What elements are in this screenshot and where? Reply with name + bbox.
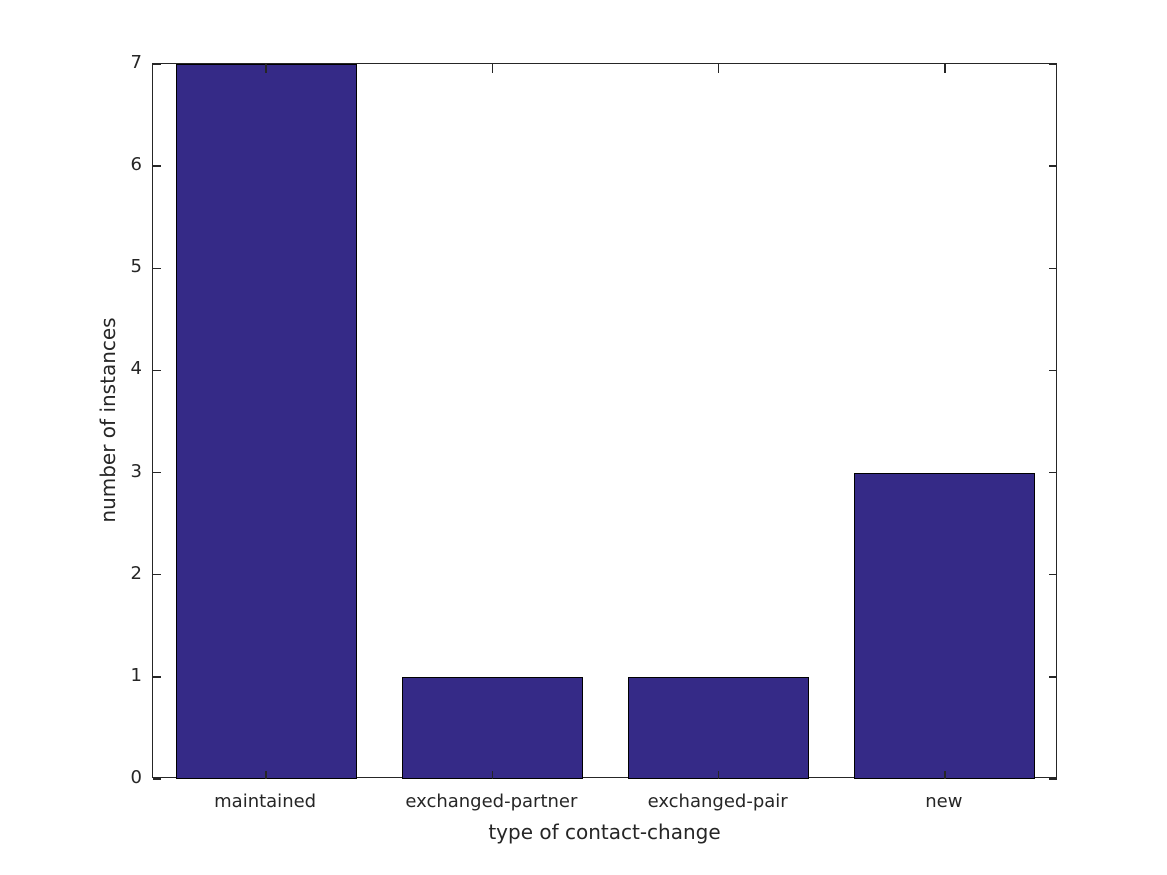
x-tick-bottom [265, 771, 267, 779]
y-tick-label: 4 [130, 358, 142, 380]
y-tick-right [1049, 165, 1057, 167]
x-tick-top [491, 64, 494, 73]
x-tick-top [717, 64, 720, 73]
bar-maintained [175, 64, 357, 779]
y-tick-label: 0 [130, 767, 142, 788]
x-axis-label: type of contact-change [488, 820, 721, 844]
y-tick-right [1049, 778, 1057, 780]
plot-area [152, 63, 1057, 780]
y-tick-label: 3 [130, 460, 142, 482]
y-tick-label: 2 [130, 562, 142, 584]
bar-exchanged-partner [401, 676, 583, 779]
y-tick-left [153, 369, 161, 372]
y-tick-label: 5 [130, 256, 142, 278]
x-tick-bottom [717, 771, 720, 779]
y-tick-right [1049, 573, 1057, 576]
x-tick-top [944, 64, 946, 73]
y-tick-right [1049, 369, 1057, 372]
bar-new [854, 472, 1036, 779]
x-tick-label: exchanged-partner [405, 791, 578, 812]
x-tick-bottom [944, 771, 946, 779]
y-tick-left [153, 778, 161, 780]
y-tick-left [153, 471, 161, 474]
ticks-layer [153, 63, 1057, 780]
y-axis-label: number of instances [96, 317, 120, 523]
y-tick-left [153, 165, 161, 167]
y-tick-left [153, 267, 161, 270]
y-tick-left [153, 573, 161, 576]
x-tick-label: exchanged-pair [647, 791, 788, 812]
x-tick-top [265, 64, 267, 73]
y-tick-left [153, 676, 161, 678]
y-tick-label: 7 [130, 52, 142, 73]
x-tick-label: new [925, 791, 963, 812]
x-tick-bottom [491, 771, 494, 779]
y-tick-right [1049, 676, 1057, 678]
x-tick-label: maintained [214, 791, 317, 812]
y-tick-left [153, 63, 161, 65]
y-tick-right [1049, 267, 1057, 270]
y-tick-right [1049, 471, 1057, 474]
y-tick-label: 6 [130, 154, 142, 176]
y-tick-label: 1 [130, 664, 142, 686]
y-tick-right [1049, 63, 1057, 65]
